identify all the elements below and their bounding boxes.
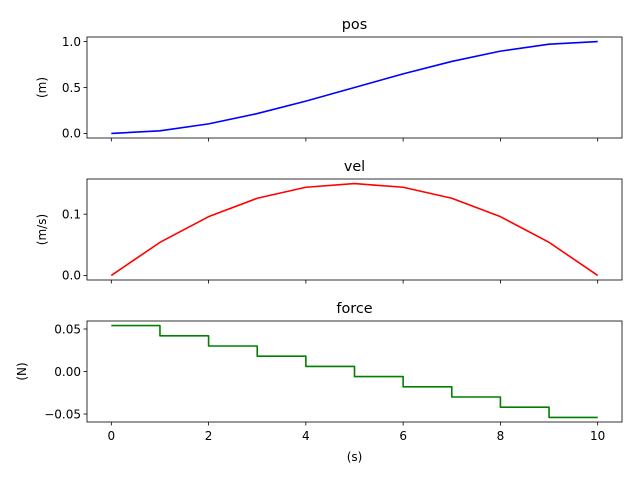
force-title: force — [336, 301, 372, 317]
vel-y-tick-label: 0.1 — [62, 207, 81, 221]
force-x-tick-label: 4 — [302, 429, 310, 443]
vel-y-tick-label: 0.0 — [62, 269, 81, 283]
force-x-tick-label: 2 — [205, 429, 213, 443]
pos-y-tick-label: 0.5 — [62, 81, 81, 95]
force-y-tick-label: −0.05 — [44, 407, 81, 421]
force-y-tick-label: 0.00 — [54, 365, 81, 379]
pos-series-line — [111, 40, 598, 135]
force-y-tick-label: 0.05 — [54, 322, 81, 336]
vel-series-line — [110, 182, 599, 277]
force-subplot: −0.05 0.00 0.05 0 2 4 6 8 10 force (N) (s) — [15, 301, 623, 464]
vel-title: vel — [344, 159, 365, 175]
force-y-axis-label: (N) — [15, 362, 29, 380]
pos-y-tick-label: 1.0 — [62, 35, 81, 49]
force-x-axis-label: (s) — [347, 450, 363, 464]
force-x-tick-label: 8 — [497, 429, 505, 443]
force-x-tick-label: 10 — [590, 429, 605, 443]
pos-subplot: 0.0 0.5 1.0 pos (m) — [35, 17, 623, 142]
force-x-tick-label: 0 — [107, 429, 115, 443]
vel-y-axis-label: (m/s) — [35, 214, 49, 245]
pos-title: pos — [342, 17, 367, 33]
vel-subplot: 0.0 0.1 vel (m/s) — [35, 159, 623, 284]
vel-axes-frame — [86, 178, 623, 281]
force-x-tick-label: 6 — [399, 429, 407, 443]
pos-y-tick-label: 0.0 — [62, 127, 81, 141]
force-series-line — [111, 324, 598, 419]
pos-y-axis-label: (m) — [35, 77, 49, 98]
